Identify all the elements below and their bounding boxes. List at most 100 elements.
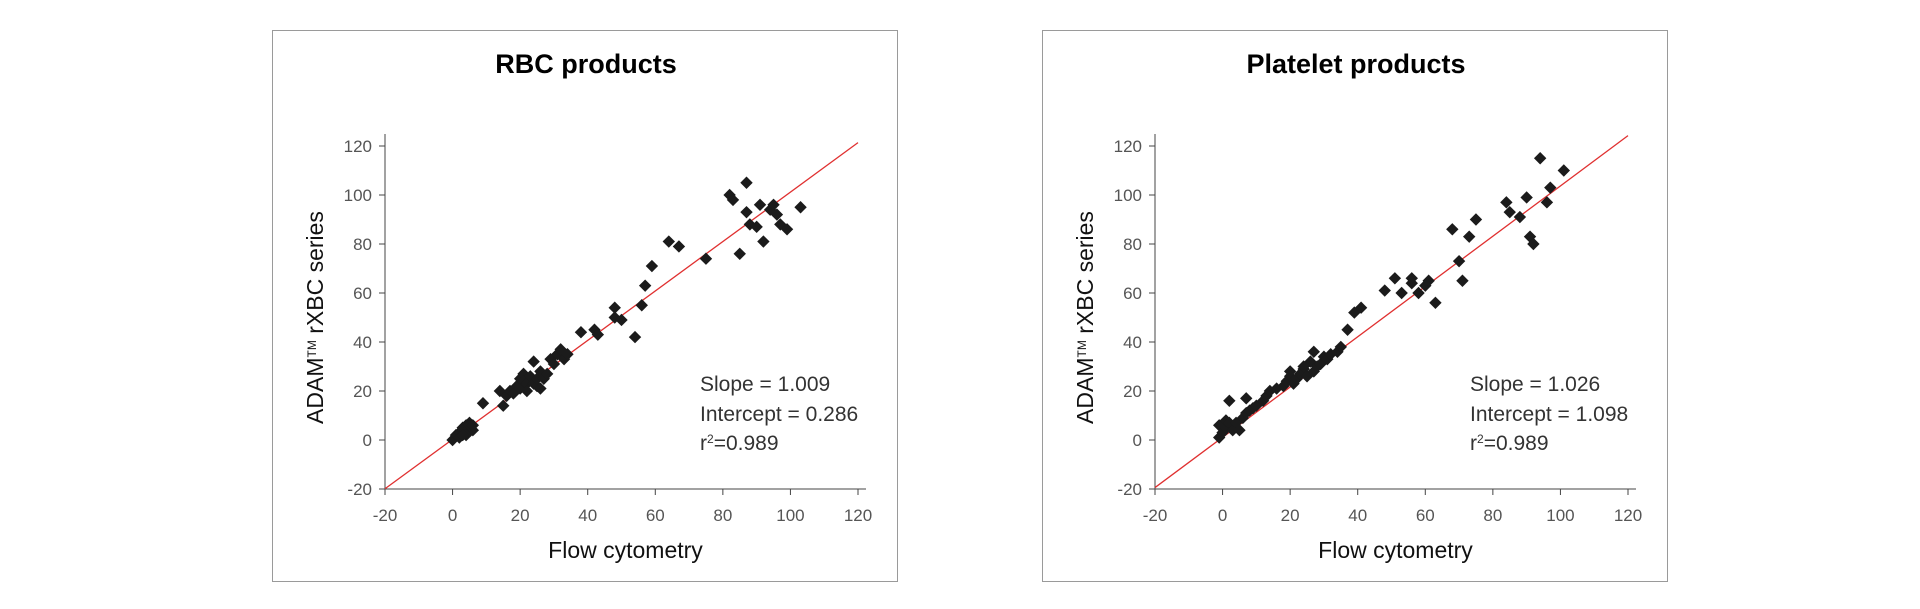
data-point bbox=[1500, 196, 1513, 209]
y-tick-label: 60 bbox=[353, 284, 372, 303]
data-point bbox=[1446, 223, 1459, 236]
data-point bbox=[753, 198, 767, 211]
data-point bbox=[456, 428, 469, 442]
intercept-text: Intercept = 0.286 bbox=[700, 403, 858, 426]
data-point bbox=[699, 252, 713, 265]
x-tick-label: -20 bbox=[373, 506, 398, 525]
x-tick-label: 40 bbox=[1348, 506, 1367, 525]
x-tick-label: 120 bbox=[844, 506, 872, 525]
data-point bbox=[615, 313, 628, 327]
data-point bbox=[1533, 152, 1547, 165]
r-squared-text: r2=0.989 bbox=[700, 432, 779, 455]
data-point bbox=[1469, 213, 1483, 226]
y-tick-label: 100 bbox=[1114, 186, 1142, 205]
data-point bbox=[527, 355, 540, 368]
data-point bbox=[551, 348, 564, 361]
x-tick-label: 40 bbox=[578, 506, 597, 525]
y-tick-label: 40 bbox=[353, 333, 372, 352]
x-tick-label: 0 bbox=[448, 506, 457, 525]
data-point bbox=[1540, 196, 1554, 209]
y-tick-label: -20 bbox=[1117, 480, 1142, 499]
platelet-chart-panel: Platelet products -20 0 20 40 60 80 100 120 -20 0 2… bbox=[1042, 30, 1668, 582]
data-point bbox=[794, 201, 807, 214]
platelet-scatter-plot: Platelet products -20 0 20 40 60 80 100 120 -20 0 2… bbox=[1072, 49, 1642, 563]
data-point bbox=[628, 330, 642, 344]
x-tick-label: 60 bbox=[1416, 506, 1435, 525]
intercept-text: Intercept = 1.098 bbox=[1470, 403, 1628, 426]
x-tick-label: 20 bbox=[511, 506, 530, 525]
data-point bbox=[534, 382, 547, 395]
data-point bbox=[1452, 254, 1466, 268]
y-tick-label: 60 bbox=[1123, 284, 1142, 303]
x-tick-label: -20 bbox=[1143, 506, 1168, 525]
slope-text: Slope = 1.026 bbox=[1470, 373, 1600, 396]
x-tick-label: 60 bbox=[646, 506, 665, 525]
r-squared-text: r2=0.989 bbox=[1470, 432, 1549, 455]
data-point bbox=[1503, 205, 1516, 219]
data-point bbox=[645, 259, 659, 273]
y-tick-label: 40 bbox=[1123, 333, 1142, 352]
chart-title: RBC products bbox=[495, 49, 677, 79]
slope-text: Slope = 1.009 bbox=[700, 373, 830, 396]
x-tick-label: 80 bbox=[713, 506, 732, 525]
data-point bbox=[476, 397, 490, 410]
data-point bbox=[1341, 323, 1354, 336]
data-point bbox=[1307, 365, 1320, 378]
x-tick-label: 20 bbox=[1281, 506, 1300, 525]
y-tick-label: 120 bbox=[1114, 137, 1142, 156]
x-tick-label: 120 bbox=[1614, 506, 1642, 525]
data-point bbox=[672, 240, 686, 253]
x-axis-label: Flow cytometry bbox=[1318, 537, 1473, 563]
data-point bbox=[740, 205, 753, 219]
data-point bbox=[1422, 274, 1435, 287]
data-point bbox=[574, 326, 588, 339]
data-point bbox=[547, 357, 561, 371]
y-tick-label: 20 bbox=[353, 382, 372, 401]
y-tick-label: 100 bbox=[344, 186, 372, 205]
data-point bbox=[757, 235, 770, 248]
y-tick-label: 80 bbox=[1123, 235, 1142, 254]
rbc-scatter-plot: RBC products -20 0 20 40 60 80 100 120 -20 0 20 40 60… bbox=[302, 49, 872, 563]
rbc-chart-panel: RBC products -20 0 20 40 60 80 100 120 -20 0 20 40 60… bbox=[272, 30, 898, 582]
y-tick-label: -20 bbox=[347, 480, 372, 499]
x-tick-label: 80 bbox=[1483, 506, 1502, 525]
y-tick-label: 0 bbox=[1133, 431, 1142, 450]
y-axis-label: ADAMTM rXBC series bbox=[302, 211, 328, 424]
data-point bbox=[1334, 340, 1348, 354]
y-tick-label: 120 bbox=[344, 137, 372, 156]
x-tick-label: 0 bbox=[1218, 506, 1227, 525]
data-point bbox=[497, 399, 510, 412]
data-point bbox=[1429, 296, 1442, 309]
x-tick-label: 100 bbox=[1546, 506, 1574, 525]
data-point bbox=[591, 328, 605, 341]
data-point bbox=[1557, 164, 1571, 177]
y-axis-label: ADAMTM rXBC series bbox=[1072, 211, 1098, 424]
data-point bbox=[1388, 272, 1402, 285]
chart-title: Platelet products bbox=[1246, 49, 1465, 79]
data-point bbox=[740, 176, 753, 189]
data-point bbox=[733, 247, 746, 260]
data-point bbox=[1544, 181, 1557, 194]
data-point bbox=[537, 372, 550, 385]
x-axis-label: Flow cytometry bbox=[548, 537, 703, 563]
data-point bbox=[780, 223, 794, 236]
data-point bbox=[1520, 191, 1533, 204]
data-point bbox=[1463, 230, 1476, 243]
data-point bbox=[1412, 286, 1425, 300]
data-point bbox=[561, 348, 574, 361]
data-point bbox=[1223, 394, 1236, 407]
data-point bbox=[638, 279, 652, 292]
data-point bbox=[1229, 416, 1243, 430]
data-point bbox=[1216, 426, 1229, 439]
data-point bbox=[662, 235, 675, 248]
data-point bbox=[1307, 345, 1320, 358]
data-point bbox=[1395, 286, 1408, 300]
y-tick-label: 0 bbox=[363, 431, 372, 450]
data-point bbox=[770, 208, 784, 221]
y-tick-label: 80 bbox=[353, 235, 372, 254]
data-point bbox=[774, 218, 787, 231]
data-point bbox=[466, 419, 480, 432]
data-point bbox=[1513, 210, 1527, 224]
y-tick-label: 20 bbox=[1123, 382, 1142, 401]
x-tick-label: 100 bbox=[776, 506, 804, 525]
